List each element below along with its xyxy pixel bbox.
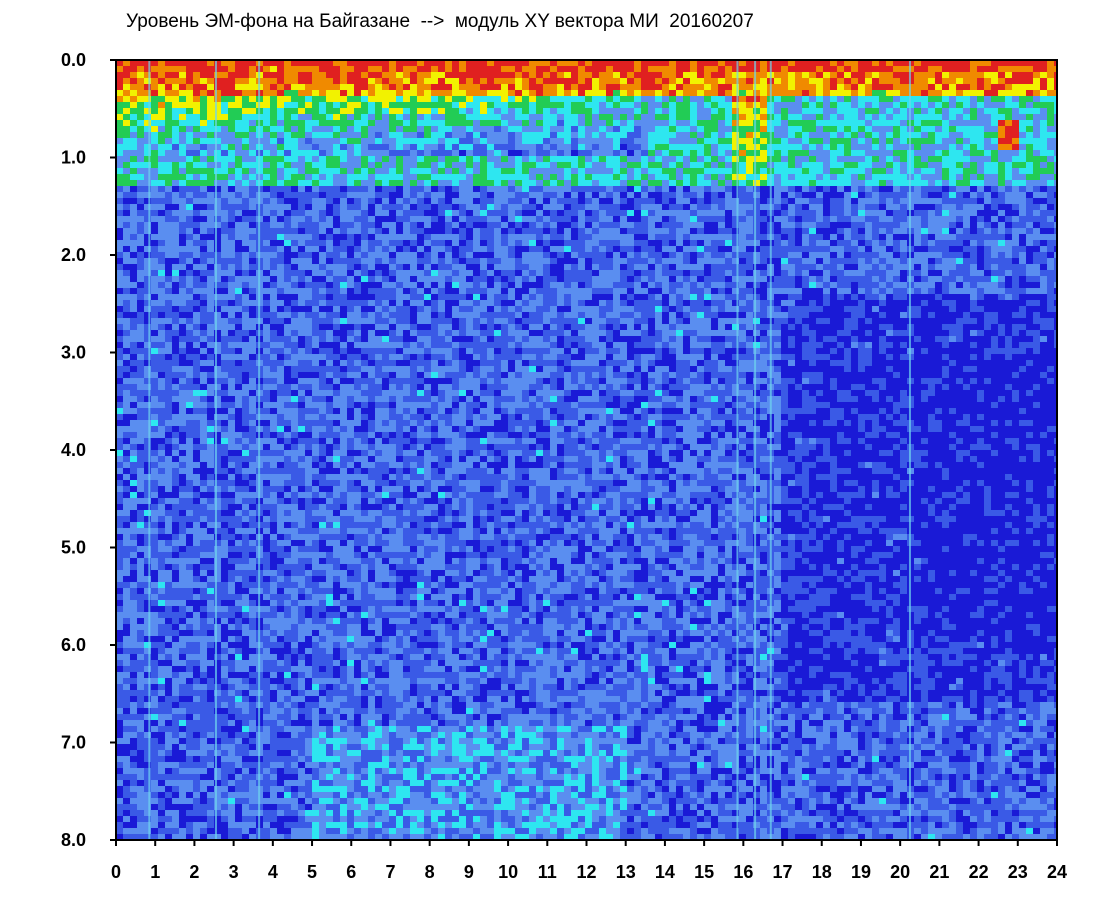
x-tick-label: 23 <box>1008 862 1028 882</box>
y-tick-label: 2.0 <box>61 245 86 265</box>
x-tick-label: 9 <box>464 862 474 882</box>
y-tick-label: 0.0 <box>61 50 86 70</box>
x-tick-label: 11 <box>538 862 557 882</box>
x-tick-label: 7 <box>385 862 395 882</box>
x-tick-label: 21 <box>929 862 949 882</box>
y-tick-label: 7.0 <box>61 733 86 753</box>
x-tick-label: 19 <box>851 862 871 882</box>
x-tick-label: 10 <box>498 862 518 882</box>
y-axis: 0.0 1.0 2.0 3.0 4.0 5.0 6.0 7.0 8.0 <box>61 50 116 850</box>
y-tick-label: 5.0 <box>61 538 86 558</box>
x-tick-label: 1 <box>150 862 160 882</box>
x-tick-label: 12 <box>576 862 596 882</box>
heatmap-layer <box>116 60 1057 840</box>
x-tick-label: 24 <box>1047 862 1067 882</box>
x-tick-label: 3 <box>229 862 239 882</box>
y-tick-label: 4.0 <box>61 440 86 460</box>
x-tick-label: 6 <box>346 862 356 882</box>
x-tick-label: 8 <box>425 862 435 882</box>
y-tick-label: 8.0 <box>61 830 86 850</box>
x-tick-label: 15 <box>694 862 714 882</box>
x-tick-label: 4 <box>268 862 278 882</box>
x-tick-label: 5 <box>307 862 317 882</box>
x-tick-label: 20 <box>890 862 910 882</box>
x-tick-label: 17 <box>773 862 793 882</box>
x-tick-label: 14 <box>655 862 675 882</box>
x-tick-label: 16 <box>733 862 753 882</box>
x-tick-label: 2 <box>189 862 199 882</box>
x-tick-label: 22 <box>969 862 989 882</box>
y-tick-label: 6.0 <box>61 635 86 655</box>
x-axis: 0 1 2 3 4 5 6 7 8 9 10 11 12 13 14 15 16 17 18 19 20 21 22 23 24 <box>111 840 1067 882</box>
y-tick-label: 1.0 <box>61 148 86 168</box>
y-tick-label: 3.0 <box>61 343 86 363</box>
x-tick-label: 13 <box>616 862 636 882</box>
x-tick-label: 0 <box>111 862 121 882</box>
x-tick-label: 18 <box>812 862 832 882</box>
